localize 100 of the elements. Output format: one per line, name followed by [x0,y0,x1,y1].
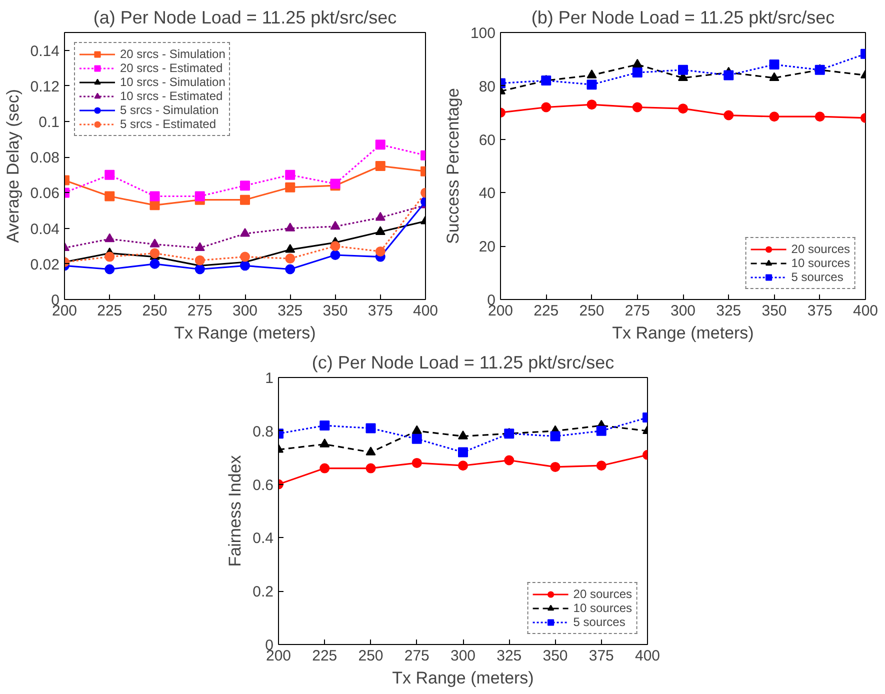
point [678,64,688,75]
y-tick-label: 80 [478,78,496,96]
x-tick-label: 325 [278,302,303,320]
y-tick-label: 0.14 [30,42,60,60]
point [150,248,160,258]
point [104,264,115,274]
point [412,458,422,468]
point [150,258,160,269]
point [104,170,115,180]
point [550,431,560,442]
point [240,252,250,262]
y-tick-label: 100 [470,25,496,42]
point [330,220,340,230]
y-tick-label: 0.2 [252,584,274,601]
point [366,423,376,434]
point [150,238,160,248]
point [330,241,340,252]
point [586,100,597,110]
x-tick-label: 375 [588,648,614,664]
y-tick-label: 40 [478,185,496,202]
x-tick-label: 300 [670,302,696,320]
legend-label: 20 sources [573,587,632,601]
point [285,222,296,232]
legend-label: 5 srcs - Estimated [120,117,216,131]
point [632,58,642,68]
point [375,212,386,221]
x-axis-title: Tx Range (meters) [612,324,754,342]
legend-label: 10 srcs - Estimated [120,89,223,103]
x-tick-label: 275 [404,648,430,664]
point [541,102,552,112]
point [320,420,330,431]
point [458,430,468,440]
chart-title: (a) Per Node Load = 11.25 pkt/src/sec [93,8,397,28]
x-tick-label: 400 [634,648,660,664]
x-axis-title: Tx Range (meters) [392,668,534,688]
point [596,460,606,471]
point [375,226,386,235]
point [550,462,560,472]
y-axis-title: Success Percentage [443,88,462,244]
point [194,255,205,266]
y-tick-label: 1 [265,370,274,387]
y-tick-label: 60 [478,132,496,149]
point [194,242,205,251]
legend-label: 20 sources [791,242,850,256]
x-tick-label: 375 [807,302,832,320]
x-tick-label: 225 [97,302,122,320]
legend-label: 5 srcs - Simulation [120,103,219,117]
point [412,434,422,444]
point [104,252,115,262]
x-tick-label: 400 [852,302,878,320]
legend-label: 10 sources [573,601,632,615]
x-tick-label: 300 [450,648,476,664]
point [504,455,514,466]
point [104,191,115,202]
point [240,228,250,237]
point [596,426,606,436]
point [285,254,296,264]
x-tick-label: 325 [716,302,742,320]
x-tick-label: 375 [368,302,393,320]
point [285,182,296,192]
point [769,112,780,122]
x-tick-label: 275 [624,302,650,320]
x-tick-label: 275 [187,302,212,320]
x-tick-label: 350 [322,302,348,320]
legend-label: 5 sources [573,615,626,629]
point [320,463,330,474]
y-tick-label: 0.4 [252,530,274,548]
y-tick-label: 0.04 [30,220,60,238]
y-tick-label: 0.8 [252,423,274,440]
legend-label: 20 srcs - Estimated [120,61,223,75]
point [194,191,205,202]
point [285,170,296,180]
y-tick-label: 0.02 [30,256,60,274]
legend-label: 20 srcs - Simulation [120,47,226,61]
point [285,264,296,274]
point [458,447,468,458]
x-tick-label: 400 [412,302,438,320]
x-tick-label: 325 [496,648,522,664]
point [150,191,160,202]
point [375,246,386,256]
point [769,72,780,81]
point [814,112,825,122]
point [632,102,642,112]
point [320,438,330,448]
chart-title: (c) Per Node Load = 11.25 pkt/src/sec [312,352,614,372]
point [194,264,205,274]
x-tick-label: 225 [312,648,338,664]
point [458,460,468,471]
y-tick-label: 0.12 [30,78,60,96]
point [769,60,780,70]
y-tick-label: 20 [478,238,496,256]
point [724,110,734,120]
y-tick-label: 0.06 [30,185,60,202]
y-tick-label: 0.1 [38,114,60,131]
y-tick-label: 0.6 [252,476,274,494]
chart-title: (b) Per Node Load = 11.25 pkt/src/sec [531,8,835,28]
legend-label: 10 sources [791,256,850,270]
point [412,425,422,434]
point [632,68,642,78]
point [375,161,386,171]
